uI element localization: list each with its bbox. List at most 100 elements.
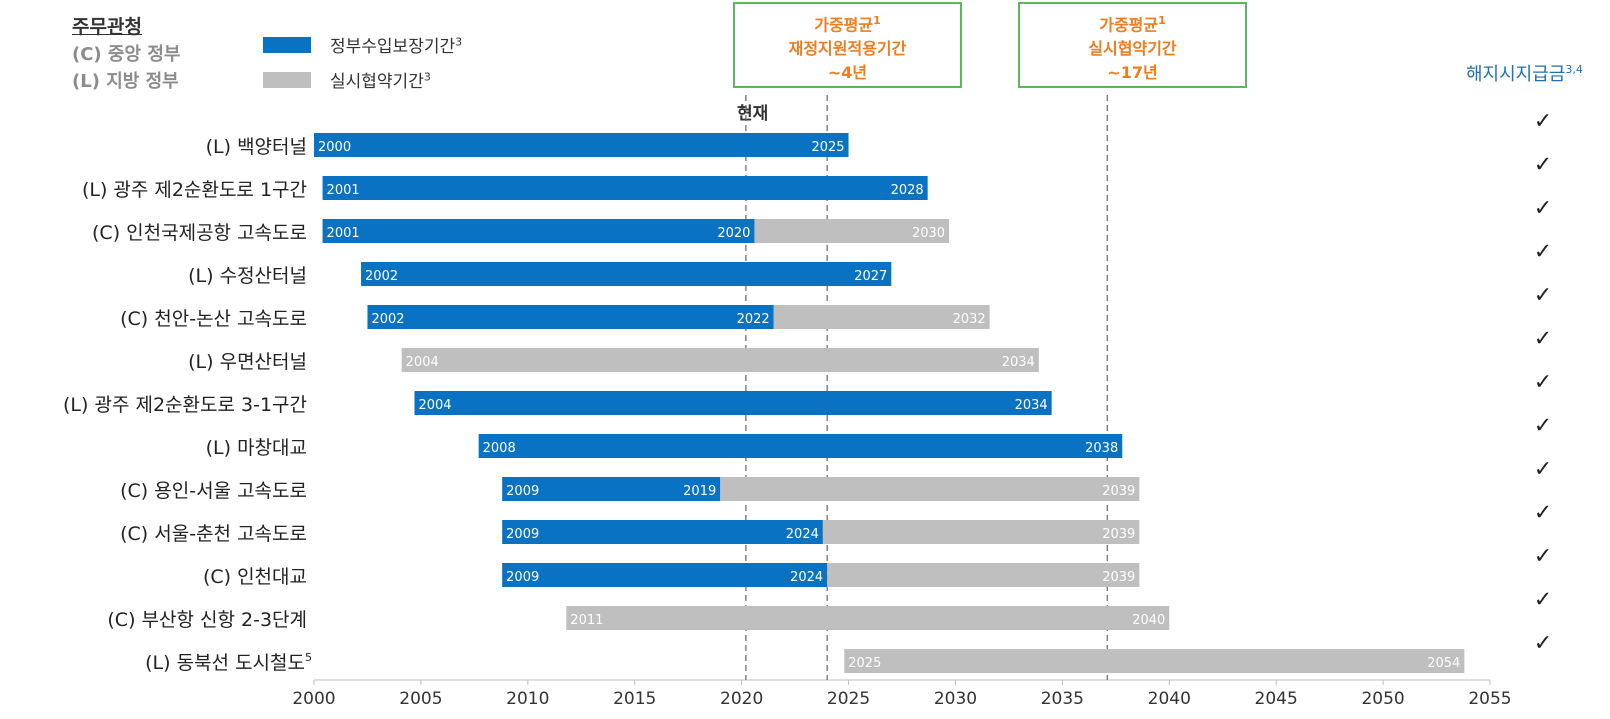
guarantee-bar <box>478 434 1123 458</box>
bar-start-label: 2009 <box>506 570 539 585</box>
guarantee-bar <box>314 133 849 157</box>
check-icon: ✓ <box>1534 501 1552 526</box>
row-label: (C) 천안-논산 고속도로 <box>120 308 307 330</box>
row-label: (C) 용인-서울 고속도로 <box>120 480 307 502</box>
guarantee-end-label: 2019 <box>683 484 716 499</box>
check-icon: ✓ <box>1534 153 1552 178</box>
contract-end-label: 2054 <box>1427 656 1460 671</box>
contract-end-label: 2039 <box>1102 484 1135 499</box>
row-label: (L) 우면산터널 <box>188 351 307 373</box>
legend-guarantee-sup: 3 <box>455 35 463 49</box>
contract-end-label: 2039 <box>1102 570 1135 585</box>
x-tick-label: 2035 <box>1041 689 1084 709</box>
guarantee-bar <box>414 391 1052 415</box>
contract-bar <box>720 477 1140 501</box>
check-icon: ✓ <box>1534 631 1552 656</box>
bar-start-label: 2009 <box>506 484 539 499</box>
guarantee-end-label: 2022 <box>737 312 770 327</box>
legend-contract: 실시협약기간3 <box>330 67 431 92</box>
x-tick-label: 2050 <box>1361 689 1404 709</box>
guarantee-end-label: 2028 <box>891 183 924 198</box>
row-label-sup: 5 <box>305 651 312 664</box>
legend-swatch-contract <box>263 72 311 88</box>
callout-contract-line3: ~17년 <box>1107 63 1158 83</box>
callout-contract-sup: 1 <box>1158 14 1166 27</box>
contract-bar <box>773 305 990 329</box>
contract-end-label: 2039 <box>1102 527 1135 542</box>
guarantee-end-label: 2027 <box>854 269 887 284</box>
x-tick-label: 2020 <box>720 689 763 709</box>
bar-start-label: 2004 <box>406 355 439 370</box>
callout-contract-line2: 실시협약기간 <box>1088 39 1177 59</box>
guarantee-bar <box>367 305 774 329</box>
termination-header: 해지시지급금3,4 <box>1466 60 1583 86</box>
legend-contract-sup: 3 <box>423 70 431 84</box>
legend-title: 주무관청 <box>72 16 142 38</box>
legend-guarantee-label: 정부수입보장기간 <box>330 37 456 57</box>
callout-support-line1: 가중평균 <box>814 15 874 35</box>
bar-start-label: 2002 <box>371 312 404 327</box>
check-icon: ✓ <box>1534 109 1552 134</box>
x-tick-label: 2010 <box>506 689 549 709</box>
legend-central: (C) 중앙 정부 <box>72 44 181 65</box>
legend-contract-label: 실시협약기간 <box>330 72 424 92</box>
guarantee-end-label: 2025 <box>811 140 844 155</box>
contract-bar <box>566 606 1170 630</box>
row-label: (L) 동북선 도시철도5 <box>145 651 312 674</box>
bar-start-label: 2004 <box>418 398 451 413</box>
check-icon: ✓ <box>1534 370 1552 395</box>
x-tick-label: 2045 <box>1255 689 1298 709</box>
bar-start-label: 2002 <box>365 269 398 284</box>
row-label: (L) 수정산터널 <box>188 265 307 287</box>
contract-end-label: 2034 <box>1002 355 1035 370</box>
guarantee-bar <box>322 176 928 200</box>
bar-start-label: 2011 <box>570 613 603 628</box>
contract-end-label: 2032 <box>953 312 986 327</box>
guarantee-bar <box>502 477 721 501</box>
check-icon: ✓ <box>1534 457 1552 482</box>
guarantee-end-label: 2034 <box>1015 398 1048 413</box>
row-label: (C) 부산항 신항 2-3단계 <box>107 609 307 631</box>
now-label: 현재 <box>737 104 769 124</box>
callout-contract-line1: 가중평균 <box>1099 15 1159 35</box>
legend-guarantee: 정부수입보장기간3 <box>330 32 462 57</box>
bar-start-label: 2001 <box>327 226 360 241</box>
termination-header-label: 해지시지급금 <box>1466 64 1566 85</box>
x-tick-label: 2030 <box>934 689 977 709</box>
guarantee-bar <box>322 219 755 243</box>
contract-end-label: 2030 <box>912 226 945 241</box>
contract-bar <box>827 563 1140 587</box>
x-tick-label: 2040 <box>1148 689 1191 709</box>
bar-start-label: 2001 <box>327 183 360 198</box>
check-icon: ✓ <box>1534 196 1552 221</box>
guarantee-bar <box>361 262 892 286</box>
row-label: (L) 광주 제2순환도로 3-1구간 <box>63 394 307 416</box>
guarantee-end-label: 2020 <box>717 226 750 241</box>
contract-bar <box>401 348 1039 372</box>
termination-header-sup: 3,4 <box>1565 63 1583 76</box>
bar-start-label: 2009 <box>506 527 539 542</box>
check-icon: ✓ <box>1534 240 1552 265</box>
guarantee-bar <box>502 563 828 587</box>
guarantee-end-label: 2024 <box>790 570 823 585</box>
row-label: (L) 마창대교 <box>206 437 307 459</box>
x-tick-label: 2005 <box>399 689 442 709</box>
check-icon: ✓ <box>1534 414 1552 439</box>
row-label: (C) 인천대교 <box>203 566 307 588</box>
callout-support-line2: 재정지원적용기간 <box>788 39 907 59</box>
row-label: (L) 백양터널 <box>206 136 307 158</box>
callout-support-period: 가중평균1 재정지원적용기간 ~4년 <box>733 2 962 88</box>
x-tick-label: 2055 <box>1468 689 1511 709</box>
legend-local: (L) 지방 정부 <box>72 71 179 92</box>
check-icon: ✓ <box>1534 544 1552 569</box>
x-tick-label: 2015 <box>613 689 656 709</box>
x-tick-label: 2000 <box>292 689 335 709</box>
bar-start-label: 2000 <box>318 140 351 155</box>
guarantee-end-label: 2024 <box>786 527 819 542</box>
contract-end-label: 2040 <box>1132 613 1165 628</box>
row-label: (C) 서울-춘천 고속도로 <box>120 523 307 545</box>
guarantee-bar <box>502 520 823 544</box>
contract-bar <box>754 219 950 243</box>
contract-bar <box>844 649 1465 673</box>
